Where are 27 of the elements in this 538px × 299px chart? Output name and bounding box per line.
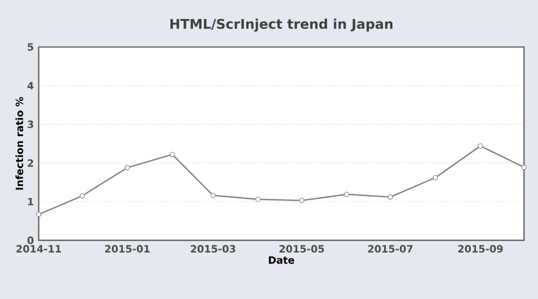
point	[124, 165, 130, 170]
point	[299, 198, 304, 204]
point	[80, 193, 85, 198]
point	[255, 196, 261, 202]
point	[344, 192, 350, 197]
y-tick-label: 1	[28, 198, 34, 206]
x-tick-label: 2014-11	[16, 245, 61, 253]
point	[478, 143, 484, 149]
point	[388, 194, 393, 200]
x-tick-label: 2015-05	[280, 245, 324, 253]
y-axis-title: Infection ratio %	[15, 97, 24, 190]
point	[36, 212, 42, 218]
point	[521, 164, 527, 170]
x-tick-label: 2015-03	[190, 245, 236, 253]
y-tick-label: 5	[28, 43, 34, 51]
x-axis-title: Date	[268, 256, 294, 264]
point	[210, 192, 216, 198]
point	[170, 152, 175, 158]
chart-title: HTML/ScrInject trend in Japan	[170, 18, 392, 32]
y-tick-label: 2	[28, 159, 34, 167]
y-tick-label: 3	[28, 120, 34, 128]
x-tick-label: 2015-01	[105, 245, 150, 253]
point	[432, 175, 438, 180]
x-tick-label: 2015-07	[368, 245, 412, 253]
x-tick-label: 2015-09	[458, 245, 503, 253]
y-tick-label: 0	[27, 236, 34, 244]
y-tick-label: 4	[27, 82, 34, 90]
